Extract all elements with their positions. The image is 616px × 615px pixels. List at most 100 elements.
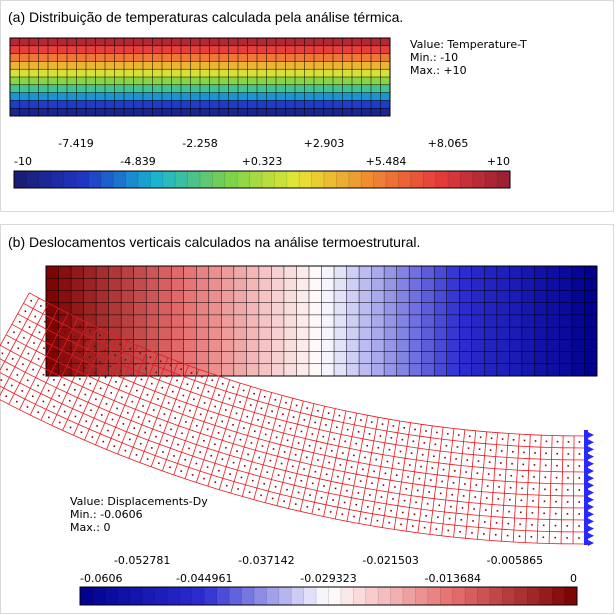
deformed-mesh-node [165,375,168,378]
deformed-mesh-line [73,336,118,436]
deformed-mesh-node [69,320,72,322]
temperature-colorbar-cell [460,171,474,188]
deformed-mesh-node [350,466,353,468]
deformed-mesh-node [84,393,87,396]
deformed-mesh-line [173,372,210,475]
displacement-column [471,266,485,376]
deformed-mesh-node [511,462,513,465]
deformed-mesh-node [136,389,138,392]
fixed-support-icon [584,430,594,546]
support-triangle [588,460,594,467]
deformed-mesh-node [337,475,339,478]
deformed-mesh-node [567,465,569,467]
deformed-mesh-node [451,493,453,496]
deformed-mesh-node [423,442,426,444]
deformed-mesh-node [229,473,231,475]
deformed-mesh-node [199,413,202,416]
deformed-mesh-node [328,461,330,464]
displacement-column [359,266,372,376]
deformed-mesh-line [476,431,488,540]
deformed-mesh-node [364,517,367,520]
deformed-mesh-node [260,494,262,497]
deformed-mesh-node [191,474,194,476]
displacement-column [521,266,535,376]
deformed-mesh-node [566,525,569,527]
deformed-mesh-node [263,395,266,398]
deformed-mesh-node [90,409,92,412]
displacement-column [246,266,260,376]
support-triangle [588,518,594,525]
deformed-mesh-node [68,373,71,375]
deformed-mesh-node [483,533,485,535]
deformed-mesh-node [435,528,438,530]
deformed-mesh-node [178,406,181,408]
temperature-colorbar-label: -7.419 [58,137,93,150]
deformed-mesh-node [306,407,309,409]
deformed-mesh-node [250,442,253,444]
deformed-mesh-node [53,352,55,355]
displacement-column [296,266,310,376]
deformed-mesh-node [158,462,160,465]
deformed-mesh-node [512,450,514,453]
deformed-mesh-line [51,327,98,426]
deformed-mesh-node [348,478,351,480]
temperature-colorbar-cell [237,171,250,188]
deformed-mesh-line [0,292,30,347]
displacement-column [208,266,222,376]
deformed-mesh-node [47,389,50,392]
deformed-mesh-line [488,432,498,541]
deformed-mesh-node [309,494,311,496]
deformed-mesh-node [479,436,482,439]
deformed-mesh-node [268,422,270,424]
displacement-colorbar-cell [415,587,429,605]
deformed-mesh-node [249,404,252,406]
deformed-mesh-node [545,440,548,443]
deformed-mesh-node [489,449,492,451]
temperature-colorbar-cell [472,171,486,188]
deformed-mesh-line [150,365,189,467]
displacement-colorbar-cell [539,587,553,605]
displacement-column [121,266,134,376]
deformed-mesh-node [257,419,259,421]
deformed-mesh-node [556,440,559,443]
deformed-mesh-node [292,416,295,418]
displacement-colorbar-cell [241,587,255,605]
deformed-mesh-node [426,503,429,505]
deformed-mesh-node [475,484,478,486]
temperature-colorbar-label: +8.065 [428,137,469,150]
deformed-mesh-node [473,508,475,510]
displacement-column [321,266,335,376]
deformed-mesh-node [327,412,330,415]
deformed-mesh-node [509,498,511,501]
temperature-colorbar-border [13,170,511,189]
temperature-colorbar-cell [386,171,399,188]
deformed-mesh-node [533,464,536,466]
temperature-colorbar-cell [200,171,213,188]
deformed-mesh-node [159,360,162,363]
deformed-mesh-node [294,453,297,456]
deformed-mesh-node [512,438,515,441]
deformed-mesh-line [264,398,294,503]
deformed-mesh-node [567,489,569,491]
deformed-mesh-node [359,480,362,482]
deformed-mesh-node [343,501,346,504]
deformed-mesh-node [203,477,205,480]
displacement-column [396,266,410,376]
deformed-mesh-line [358,417,379,524]
displacement-column [308,266,322,376]
deformed-mesh-node [225,446,227,449]
temperature-colorbar-cell [26,171,40,188]
deformed-mesh-node [490,437,493,440]
deformed-mesh-node [114,354,117,357]
deformed-mesh-node [395,474,398,476]
deformed-mesh-node [144,431,146,434]
deformed-mesh-node [189,409,191,412]
deformed-mesh-node [390,437,393,439]
deformed-mesh-node [445,444,448,447]
deformed-mesh-line [500,433,509,542]
deformed-mesh-node [578,441,581,443]
deformed-mesh-node [450,505,452,508]
temperature-colorbar-cell [324,171,337,188]
deformed-mesh-line [299,406,326,512]
deformed-mesh-node [414,428,416,431]
